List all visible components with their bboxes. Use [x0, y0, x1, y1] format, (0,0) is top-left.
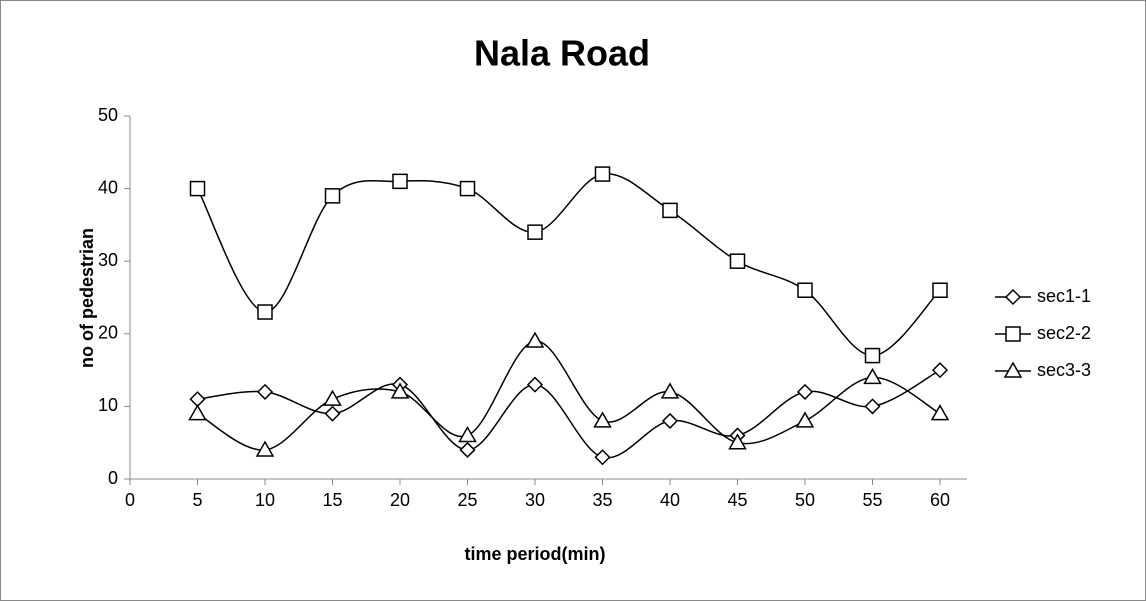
marker — [930, 404, 950, 421]
marker — [459, 180, 476, 197]
marker — [729, 253, 746, 269]
marker — [932, 282, 948, 298]
marker — [255, 440, 275, 457]
marker — [594, 449, 611, 466]
x-tick-label: 25 — [457, 490, 477, 510]
marker — [459, 441, 476, 459]
marker — [526, 376, 544, 393]
marker — [527, 224, 543, 240]
marker — [796, 383, 814, 400]
marker — [458, 425, 477, 443]
marker — [662, 202, 678, 219]
x-tick-label: 10 — [255, 490, 275, 510]
marker — [392, 173, 408, 190]
marker — [390, 382, 410, 399]
x-tick-label: 60 — [930, 490, 950, 510]
y-tick-label: 50 — [98, 105, 118, 125]
marker — [189, 180, 206, 197]
marker — [324, 188, 341, 204]
x-tick-label: 20 — [390, 490, 410, 510]
y-axis-label: no of pedestrian — [77, 228, 97, 368]
y-tick-label: 10 — [98, 395, 118, 415]
marker — [931, 362, 949, 379]
marker — [525, 331, 545, 348]
x-tick-label: 45 — [727, 490, 747, 510]
x-tick-label: 15 — [322, 490, 342, 510]
marker — [795, 411, 815, 428]
x-tick-label: 5 — [192, 490, 202, 510]
x-tick-label: 35 — [592, 490, 612, 510]
marker — [797, 282, 813, 298]
legend-label: sec2-2 — [1037, 323, 1091, 343]
legend-marker — [1003, 361, 1023, 378]
legend-marker — [1004, 288, 1022, 306]
x-tick-label: 50 — [795, 490, 815, 510]
marker — [864, 398, 881, 415]
series-line — [196, 173, 941, 357]
marker — [188, 404, 207, 421]
marker — [324, 405, 341, 422]
marker — [661, 412, 679, 429]
marker — [323, 389, 342, 406]
legend-label: sec3-3 — [1037, 360, 1091, 380]
marker — [593, 411, 612, 428]
marker — [728, 433, 747, 450]
y-tick-label: 30 — [98, 250, 118, 270]
y-tick-label: 0 — [108, 468, 118, 488]
x-tick-label: 0 — [125, 490, 135, 510]
marker — [864, 347, 881, 364]
x-tick-label: 55 — [862, 490, 882, 510]
x-tick-label: 40 — [660, 490, 680, 510]
chart-title: Nala Road — [474, 33, 650, 74]
y-tick-label: 20 — [98, 323, 118, 343]
marker — [256, 383, 274, 400]
marker — [863, 367, 882, 385]
marker — [660, 382, 680, 399]
marker — [594, 166, 611, 182]
marker — [257, 304, 273, 320]
x-axis-label: time period(min) — [464, 544, 605, 564]
y-tick-label: 40 — [98, 177, 118, 197]
legend-label: sec1-1 — [1037, 286, 1091, 306]
legend-marker — [1005, 326, 1021, 342]
x-tick-label: 30 — [525, 490, 545, 510]
